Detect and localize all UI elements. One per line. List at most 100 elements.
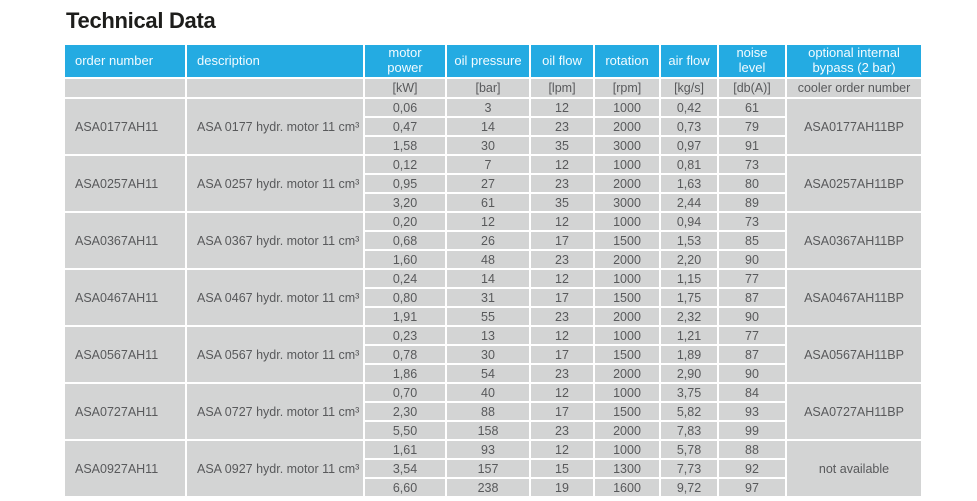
value-cell: 27 bbox=[447, 175, 529, 192]
column-header: optional internal bypass (2 bar) bbox=[787, 45, 921, 77]
value-cell: 7 bbox=[447, 156, 529, 173]
value-cell: 23 bbox=[531, 365, 593, 382]
value-cell: 5,78 bbox=[661, 441, 717, 458]
value-cell: 0,70 bbox=[365, 384, 445, 401]
value-cell: 1,21 bbox=[661, 327, 717, 344]
value-cell: 0,97 bbox=[661, 137, 717, 154]
value-cell: 6,60 bbox=[365, 479, 445, 496]
value-cell: 54 bbox=[447, 365, 529, 382]
value-cell: 2000 bbox=[595, 365, 659, 382]
table-row: 1,86 54 23 2000 2,90 90 bbox=[65, 365, 921, 382]
unit-cell: [rpm] bbox=[595, 79, 659, 97]
value-cell: 2000 bbox=[595, 175, 659, 192]
value-cell: 30 bbox=[447, 346, 529, 363]
value-cell: 0,42 bbox=[661, 99, 717, 116]
value-cell: 1000 bbox=[595, 327, 659, 344]
table-row: 3,54 157 15 1300 7,73 92 bbox=[65, 460, 921, 477]
value-cell: 92 bbox=[719, 460, 785, 477]
table-row: 0,95 27 23 2000 1,63 80 bbox=[65, 175, 921, 192]
column-header: order number bbox=[65, 45, 185, 77]
value-cell: 1300 bbox=[595, 460, 659, 477]
value-cell: 12 bbox=[531, 156, 593, 173]
value-cell: 13 bbox=[447, 327, 529, 344]
value-cell: 1,75 bbox=[661, 289, 717, 306]
value-cell: 12 bbox=[531, 327, 593, 344]
value-cell: 48 bbox=[447, 251, 529, 268]
value-cell: 73 bbox=[719, 213, 785, 230]
technical-data-table: order number description motor power oil pr… bbox=[63, 43, 923, 498]
table-row: 1,91 55 23 2000 2,32 90 bbox=[65, 308, 921, 325]
column-header: motor power bbox=[365, 45, 445, 77]
description-cell: ASA 0567 hydr. motor 11 cm³ bbox=[187, 327, 363, 382]
value-cell: 0,80 bbox=[365, 289, 445, 306]
bypass-cell: ASA0467AH11BP bbox=[787, 270, 921, 325]
value-cell: 7,83 bbox=[661, 422, 717, 439]
value-cell: 7,73 bbox=[661, 460, 717, 477]
order-number-cell: ASA0727AH11 bbox=[65, 384, 185, 439]
value-cell: 0,73 bbox=[661, 118, 717, 135]
value-cell: 2000 bbox=[595, 308, 659, 325]
value-cell: 55 bbox=[447, 308, 529, 325]
value-cell: 1000 bbox=[595, 99, 659, 116]
value-cell: 30 bbox=[447, 137, 529, 154]
value-cell: 26 bbox=[447, 232, 529, 249]
value-cell: 0,12 bbox=[365, 156, 445, 173]
value-cell: 12 bbox=[531, 384, 593, 401]
value-cell: 158 bbox=[447, 422, 529, 439]
unit-cell: [db(A)] bbox=[719, 79, 785, 97]
value-cell: 97 bbox=[719, 479, 785, 496]
value-cell: 2000 bbox=[595, 422, 659, 439]
value-cell: 90 bbox=[719, 251, 785, 268]
table-row: 1,60 48 23 2000 2,20 90 bbox=[65, 251, 921, 268]
order-number-cell: ASA0467AH11 bbox=[65, 270, 185, 325]
table-row: 0,68 26 17 1500 1,53 85 bbox=[65, 232, 921, 249]
value-cell: 73 bbox=[719, 156, 785, 173]
value-cell: 1,89 bbox=[661, 346, 717, 363]
value-cell: 2,44 bbox=[661, 194, 717, 211]
value-cell: 1000 bbox=[595, 270, 659, 287]
value-cell: 87 bbox=[719, 346, 785, 363]
value-cell: 1500 bbox=[595, 403, 659, 420]
value-cell: 3000 bbox=[595, 194, 659, 211]
value-cell: 88 bbox=[447, 403, 529, 420]
value-cell: 87 bbox=[719, 289, 785, 306]
header-row: order number description motor power oil pr… bbox=[65, 45, 921, 77]
value-cell: 0,06 bbox=[365, 99, 445, 116]
unit-cell: [lpm] bbox=[531, 79, 593, 97]
value-cell: 2,90 bbox=[661, 365, 717, 382]
value-cell: 0,24 bbox=[365, 270, 445, 287]
column-header: air flow bbox=[661, 45, 717, 77]
value-cell: 3 bbox=[447, 99, 529, 116]
description-cell: ASA 0467 hydr. motor 11 cm³ bbox=[187, 270, 363, 325]
value-cell: 93 bbox=[719, 403, 785, 420]
value-cell: 77 bbox=[719, 270, 785, 287]
unit-cell: cooler order number bbox=[787, 79, 921, 97]
value-cell: 17 bbox=[531, 403, 593, 420]
value-cell: 91 bbox=[719, 137, 785, 154]
column-header: noise level bbox=[719, 45, 785, 77]
bypass-cell: ASA0177AH11BP bbox=[787, 99, 921, 154]
value-cell: 1,60 bbox=[365, 251, 445, 268]
value-cell: 1500 bbox=[595, 289, 659, 306]
order-number-cell: ASA0927AH11 bbox=[65, 441, 185, 496]
table-body: ASA0177AH11 ASA 0177 hydr. motor 11 cm³ 0,… bbox=[65, 99, 921, 496]
description-cell: ASA 0177 hydr. motor 11 cm³ bbox=[187, 99, 363, 154]
value-cell: 80 bbox=[719, 175, 785, 192]
value-cell: 1000 bbox=[595, 441, 659, 458]
value-cell: 12 bbox=[447, 213, 529, 230]
bypass-cell: ASA0567AH11BP bbox=[787, 327, 921, 382]
value-cell: 89 bbox=[719, 194, 785, 211]
value-cell: 12 bbox=[531, 270, 593, 287]
units-row: [kW] [bar] [lpm] [rpm] [kg/s] [db(A)] cooler o… bbox=[65, 79, 921, 97]
value-cell: 23 bbox=[531, 251, 593, 268]
page-title: Technical Data bbox=[66, 8, 216, 33]
value-cell: 61 bbox=[447, 194, 529, 211]
value-cell: 157 bbox=[447, 460, 529, 477]
description-cell: ASA 0727 hydr. motor 11 cm³ bbox=[187, 384, 363, 439]
value-cell: 0,68 bbox=[365, 232, 445, 249]
value-cell: 61 bbox=[719, 99, 785, 116]
value-cell: 77 bbox=[719, 327, 785, 344]
value-cell: 0,95 bbox=[365, 175, 445, 192]
value-cell: 2,20 bbox=[661, 251, 717, 268]
